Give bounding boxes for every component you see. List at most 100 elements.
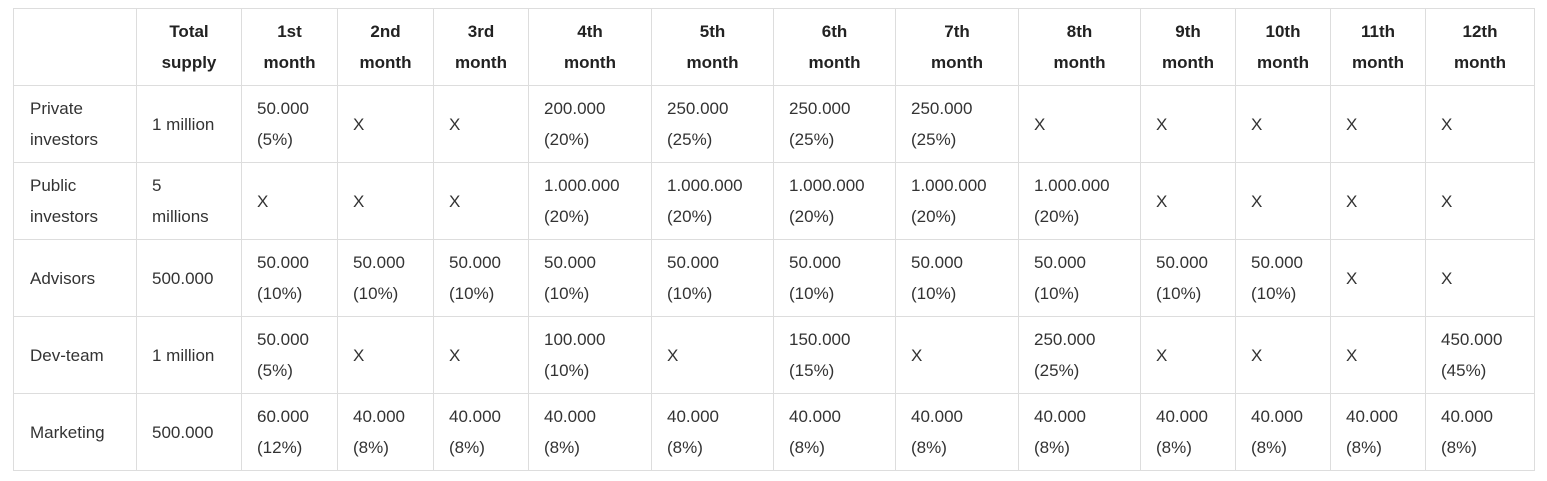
month-cell: 60.000 (12%)	[241, 393, 338, 471]
cell-text-line: supply	[161, 53, 217, 72]
month-cell: X	[1140, 316, 1236, 394]
cell-text-line: 1 million	[152, 114, 215, 134]
cell-text-line: 5	[152, 176, 162, 195]
month-cell: 1.000.000 (20%)	[895, 162, 1019, 240]
cell-text-line: (20%)	[911, 207, 957, 226]
cell-text-line: 60.000	[257, 407, 309, 426]
month-cell: X	[1330, 162, 1426, 240]
cell-text-line: 50.000	[1034, 253, 1086, 272]
cell-text-line: (45%)	[1441, 361, 1487, 380]
cell-text-line: X	[1346, 114, 1358, 134]
cell-text-line: 40.000	[1441, 407, 1493, 426]
header-cell: 4th month	[528, 8, 652, 86]
cell-text-line: X	[1251, 114, 1263, 134]
cell-text-line: (8%)	[1251, 438, 1287, 457]
cell-text-line: (8%)	[667, 438, 703, 457]
month-cell: 50.000 (10%)	[433, 239, 529, 317]
cell-text-line: investors	[30, 207, 99, 226]
cell-text-line: Advisors	[30, 268, 96, 288]
cell-text-line: (25%)	[789, 130, 835, 149]
month-cell: 40.000 (8%)	[1330, 393, 1426, 471]
month-cell: X	[1140, 162, 1236, 240]
cell-text-line: 10th	[1265, 22, 1301, 41]
month-cell: 50.000 (5%)	[241, 316, 338, 394]
cell-text-line: investors	[30, 130, 99, 149]
cell-text-line: (10%)	[544, 284, 590, 303]
month-cell: 40.000 (8%)	[1140, 393, 1236, 471]
cell-text-line: X	[1441, 191, 1453, 211]
total-supply-cell: 5 millions	[136, 162, 242, 240]
month-cell: 40.000 (8%)	[773, 393, 896, 471]
row-label-cell: Advisors	[13, 239, 137, 317]
month-cell: X	[337, 162, 434, 240]
cell-text-line: 3rd	[467, 22, 495, 41]
month-cell: X	[1235, 85, 1331, 163]
cell-text-line: Marketing	[30, 422, 105, 442]
cell-text-line: X	[1441, 114, 1453, 134]
cell-text-line: (8%)	[353, 438, 389, 457]
cell-text-line: (10%)	[1251, 284, 1297, 303]
cell-text-line: X	[1034, 114, 1046, 134]
cell-text-line: 1.000.000	[1034, 176, 1110, 195]
cell-text-line: 8th	[1066, 22, 1093, 41]
header-cell: 5th month	[651, 8, 774, 86]
cell-text-line: 9th	[1175, 22, 1201, 41]
month-cell: 1.000.000 (20%)	[528, 162, 652, 240]
cell-text-line: 40.000	[911, 407, 963, 426]
month-cell: 50.000 (10%)	[337, 239, 434, 317]
cell-text-line: month	[1053, 53, 1106, 72]
month-cell: 40.000 (8%)	[1018, 393, 1141, 471]
cell-text-line: 50.000	[257, 253, 309, 272]
month-cell: 1.000.000 (20%)	[1018, 162, 1141, 240]
month-cell: X	[1330, 85, 1426, 163]
cell-text-line: 11th	[1360, 22, 1396, 41]
total-supply-cell: 500.000	[136, 393, 242, 471]
cell-text-line: 1.000.000	[789, 176, 865, 195]
month-cell: 40.000 (8%)	[1235, 393, 1331, 471]
cell-text-line: (5%)	[257, 361, 293, 380]
table-row: Marketing 500.000 60.000 (12%) 40.000 (8%) 40.…	[13, 393, 1535, 471]
cell-text-line: (8%)	[544, 438, 580, 457]
cell-text-line: (20%)	[544, 130, 590, 149]
cell-text-line: 1st	[277, 22, 302, 41]
total-supply-cell: 1 million	[136, 85, 242, 163]
month-cell: 100.000 (10%)	[528, 316, 652, 394]
month-cell: 40.000 (8%)	[1425, 393, 1535, 471]
cell-text-line: month	[1162, 53, 1214, 72]
cell-text-line: Public	[30, 176, 77, 195]
cell-text-line: (25%)	[911, 130, 957, 149]
month-cell: X	[241, 162, 338, 240]
cell-text-line: 200.000	[544, 99, 606, 118]
cell-text-line: month	[1352, 53, 1404, 72]
month-cell: 50.000 (10%)	[1018, 239, 1141, 317]
header-cell-empty	[13, 8, 137, 86]
cell-text-line: X	[667, 345, 679, 365]
month-cell: 250.000 (25%)	[895, 85, 1019, 163]
cell-text-line: X	[1156, 345, 1168, 365]
cell-text-line: 40.000	[1156, 407, 1208, 426]
month-cell: 150.000 (15%)	[773, 316, 896, 394]
month-cell: X	[433, 316, 529, 394]
cell-text-line: X	[1251, 345, 1263, 365]
cell-text-line: (10%)	[449, 284, 495, 303]
cell-text-line: 50.000	[789, 253, 841, 272]
cell-text-line: (10%)	[257, 284, 303, 303]
cell-text-line: month	[455, 53, 507, 72]
cell-text-line: (20%)	[544, 207, 590, 226]
cell-text-line: 50.000	[353, 253, 405, 272]
cell-text-line: month	[1454, 53, 1506, 72]
cell-text-line: (8%)	[911, 438, 947, 457]
cell-text-line: X	[449, 191, 461, 211]
month-cell: X	[1235, 316, 1331, 394]
cell-text-line: month	[808, 53, 861, 72]
cell-text-line: (5%)	[257, 130, 293, 149]
month-cell: X	[651, 316, 774, 394]
header-row: Total supply 1st month 2nd month 3rd month 4th mo…	[13, 8, 1535, 86]
month-cell: X	[337, 316, 434, 394]
cell-text-line: month	[686, 53, 739, 72]
cell-text-line: (8%)	[449, 438, 485, 457]
month-cell: 50.000 (10%)	[651, 239, 774, 317]
table-row: Private investors 1 million 50.000 (5%) X X 200…	[13, 85, 1535, 163]
header-cell: 12th month	[1425, 8, 1535, 86]
month-cell: 50.000 (10%)	[1140, 239, 1236, 317]
